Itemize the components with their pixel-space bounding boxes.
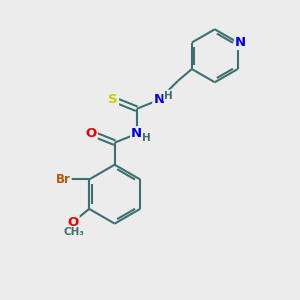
- Text: N: N: [235, 36, 246, 49]
- Text: S: S: [108, 93, 118, 106]
- Text: O: O: [85, 127, 97, 140]
- Text: H: H: [164, 91, 173, 100]
- Text: N: N: [153, 93, 164, 106]
- Text: H: H: [142, 133, 151, 143]
- Text: Br: Br: [56, 173, 71, 186]
- Text: CH₃: CH₃: [64, 227, 85, 237]
- Text: O: O: [67, 216, 79, 229]
- Text: N: N: [131, 127, 142, 140]
